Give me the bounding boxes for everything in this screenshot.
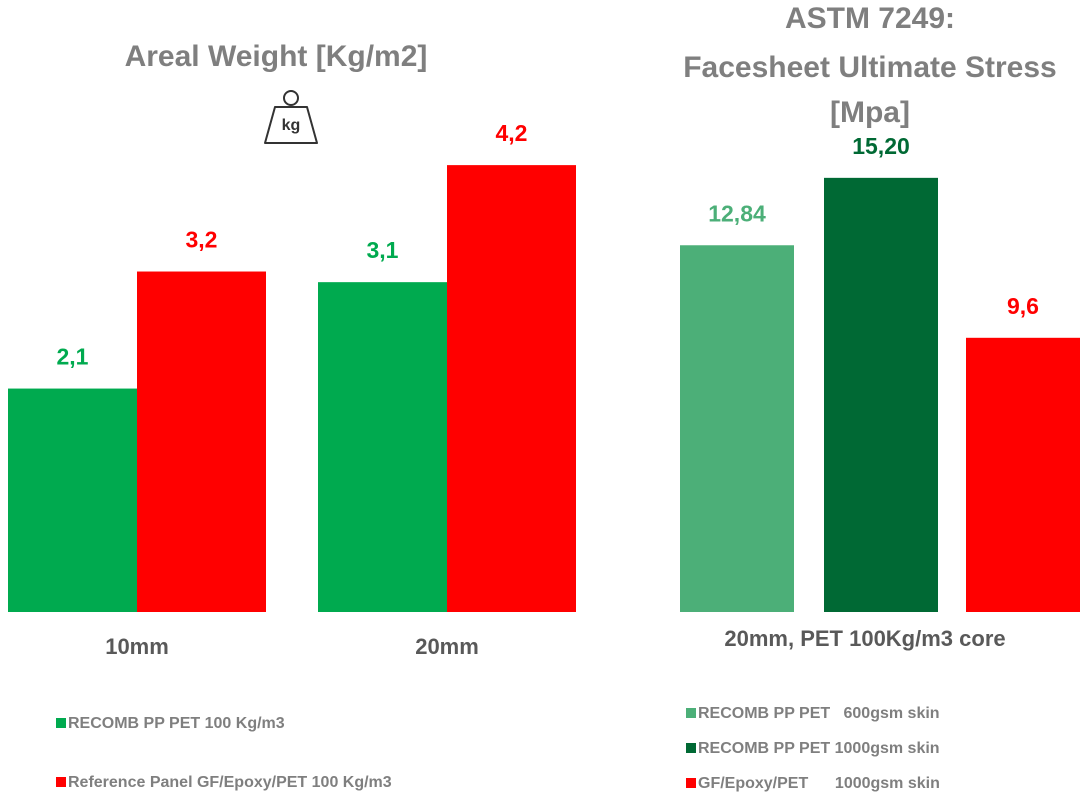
data-label: 12,84 (708, 200, 766, 226)
legend-swatch (686, 743, 696, 753)
legend-swatch (686, 778, 696, 788)
kg-icon: kg (264, 90, 318, 144)
chart-title: ASTM 7249: (785, 2, 955, 35)
chart-title: Areal Weight [Kg/m2] (125, 40, 428, 73)
legend-swatch (56, 777, 66, 787)
legend-swatch (686, 708, 696, 718)
data-label: 3,1 (367, 237, 399, 263)
legend-label: RECOMB PP PET 600gsm skin (698, 705, 940, 722)
bar (680, 245, 794, 612)
bar (447, 165, 576, 612)
bar (8, 388, 137, 612)
data-label: 15,20 (852, 133, 910, 159)
data-label: 2,1 (57, 344, 89, 370)
x-tick-label: 10mm (105, 634, 169, 659)
x-tick-label: 20mm (415, 634, 479, 659)
legend-label: RECOMB PP PET 100 Kg/m3 (68, 715, 285, 732)
x-axis-label: 20mm, PET 100Kg/m3 core (724, 626, 1005, 651)
data-label: 9,6 (1007, 293, 1039, 319)
chart-title: Facesheet Ultimate Stress (683, 51, 1057, 84)
data-label: 4,2 (496, 120, 528, 146)
data-label: 3,2 (186, 227, 218, 253)
bar (966, 337, 1080, 612)
legend-swatch (56, 718, 66, 728)
chart-title: [Mpa] (830, 96, 910, 129)
bar (824, 177, 938, 612)
legend-label: Reference Panel GF/Epoxy/PET 100 Kg/m3 (68, 774, 392, 791)
bar (137, 271, 266, 612)
legend-label: GF/Epoxy/PET 1000gsm skin (698, 775, 940, 792)
icon-label: kg (282, 117, 301, 134)
bar (318, 282, 447, 612)
legend-label: RECOMB PP PET 1000gsm skin (698, 740, 940, 757)
